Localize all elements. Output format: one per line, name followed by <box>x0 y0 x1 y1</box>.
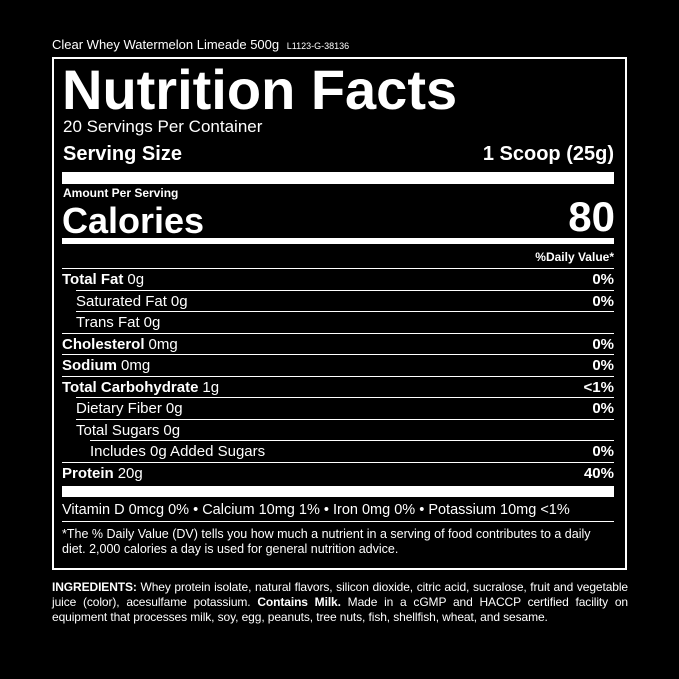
facility: Made in a cGMP and HACCP certified facil… <box>52 595 628 624</box>
daily-value: 40% <box>583 464 614 482</box>
nutrient-name: Includes 0g Added Sugars <box>90 443 266 460</box>
nutrient-name: Sodium <box>62 357 117 374</box>
daily-value: 0% <box>592 443 614 460</box>
rule <box>62 461 614 463</box>
nutrient-row: Trans Fat 0g <box>62 312 614 333</box>
daily-value: 0% <box>592 357 614 374</box>
lot-code: L1123-G-38136 <box>286 41 350 51</box>
nutrient-amount: 0mg <box>148 335 178 353</box>
nutrient-amount: 20g <box>117 464 143 482</box>
nutrient-name: Dietary Fiber <box>76 400 162 417</box>
rule <box>76 311 614 312</box>
product-name: Clear Whey Watermelon Limeade 500g <box>52 37 280 52</box>
vitamins: Vitamin D 0mcg 0% • Calcium 10mg 1% • Ir… <box>62 502 570 518</box>
daily-value: <1% <box>583 378 614 396</box>
daily-value: 0% <box>592 335 614 353</box>
nutrient-name: Saturated Fat <box>76 292 167 310</box>
rule <box>62 521 614 522</box>
nutrient-amount: 0g <box>165 400 183 417</box>
nutrient-name: Total Sugars <box>76 421 160 439</box>
label-title: Nutrition Facts <box>62 58 458 121</box>
medium-bar <box>62 238 614 244</box>
nutrient-name: Cholesterol <box>62 335 145 353</box>
calories-value: 80 <box>568 193 615 240</box>
nutrient-name: Trans Fat <box>76 314 140 331</box>
servings: 20 Servings Per Container <box>63 117 263 136</box>
rule <box>62 268 614 269</box>
daily-value-header: %Daily Value* <box>535 250 614 264</box>
nutrient-name: Total Fat <box>62 271 124 288</box>
nutrient-row: Sodium 0mg 0% <box>62 355 614 376</box>
nutrient-name: Protein <box>62 464 114 482</box>
rule <box>62 332 614 334</box>
rule <box>76 418 614 420</box>
nutrient-amount: 0g <box>170 292 188 310</box>
nutrient-name: Total Carbohydrate <box>62 378 199 396</box>
nutrient-amount: 0mg <box>121 357 151 374</box>
ingredients-heading: INGREDIENTS: <box>52 580 137 594</box>
allergen: Contains Milk. <box>257 595 341 609</box>
nutrient-row: Dietary Fiber 0g 0% <box>62 398 614 419</box>
rule <box>62 354 614 355</box>
nutrient-row: Saturated Fat 0g 0% <box>62 291 614 312</box>
serving-size-label: Serving Size <box>63 143 182 165</box>
daily-value: 0% <box>592 271 614 288</box>
thick-bar <box>62 172 614 184</box>
daily-value: 0% <box>592 400 614 417</box>
nutrient-row: Total Sugars 0g <box>62 420 614 441</box>
nutrient-row: Cholesterol 0mg 0% <box>62 334 614 355</box>
nutrient-row: Includes 0g Added Sugars 0% <box>62 441 614 462</box>
serving-size-value: 1 Scoop (25g) <box>482 143 614 165</box>
nutrient-amount: 0g <box>127 271 145 288</box>
nutrient-row: Total Fat 0g 0% <box>62 269 614 290</box>
daily-value: 0% <box>592 292 614 310</box>
calories-label: Calories <box>62 200 205 241</box>
rule <box>76 289 614 291</box>
label-box <box>52 57 627 570</box>
nutrient-row: Total Carbohydrate 1g <1% <box>62 377 614 398</box>
amount-per-serving: Amount Per Serving <box>63 186 179 200</box>
rule <box>62 375 614 377</box>
ingredients-text: Whey protein isolate, natural flavors, s… <box>52 580 629 609</box>
nutrient-amount: 1g <box>202 378 220 396</box>
nutrient-amount: 0g <box>143 314 161 331</box>
footnote: *The % Daily Value (DV) tells you how mu… <box>62 527 591 556</box>
nutrient-amount: 0g <box>163 421 181 439</box>
rule <box>90 440 614 441</box>
nutrient-row: Protein 20g 40% <box>62 463 614 484</box>
thick-bar <box>62 486 614 497</box>
rule <box>76 397 614 398</box>
ingredients: INGREDIENTS: Whey protein isolate, natur… <box>52 580 628 625</box>
product-line: Clear Whey Watermelon Limeade 500g L1123… <box>52 37 349 52</box>
